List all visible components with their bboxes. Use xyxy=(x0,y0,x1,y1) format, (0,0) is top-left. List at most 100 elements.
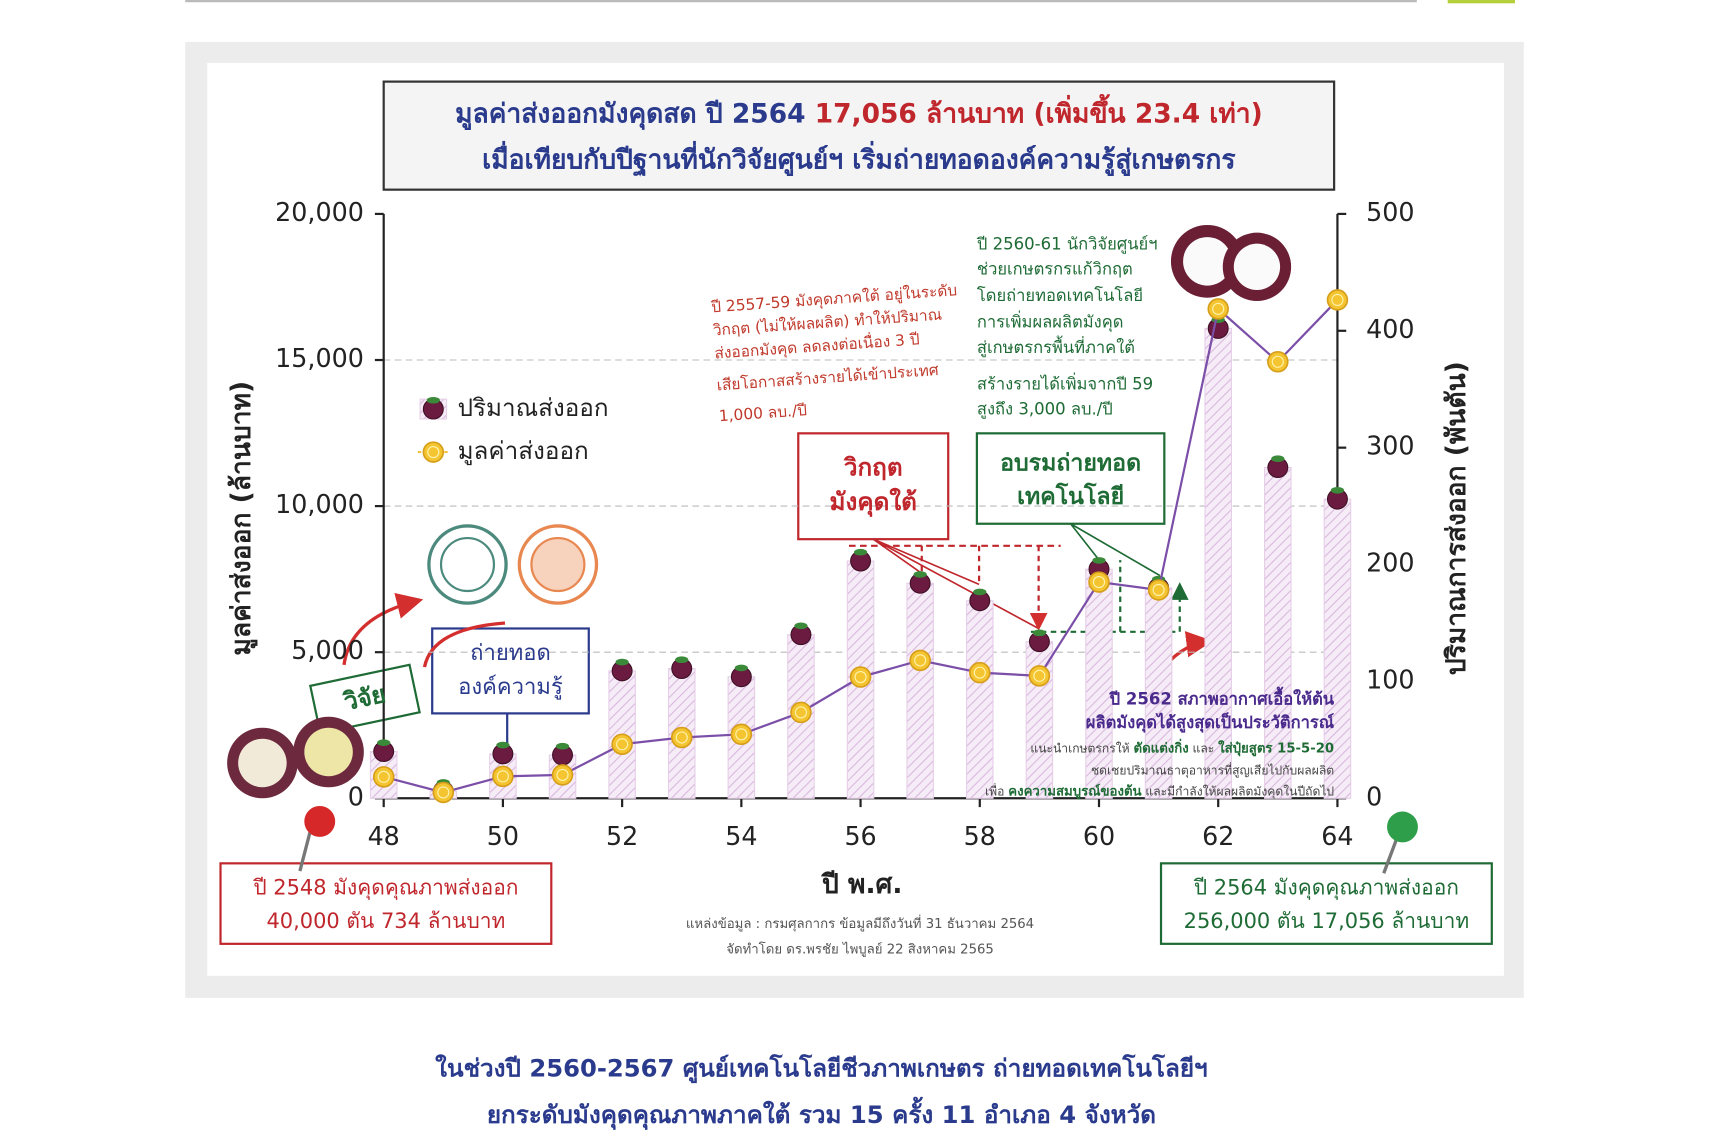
coin-marker xyxy=(551,764,574,786)
annotation-line: 40,000 ตัน 734 ล้านบาท xyxy=(266,909,505,933)
fruit-photo xyxy=(1183,237,1232,286)
fruit-marker xyxy=(730,664,752,688)
annotation-segment: ตัดแต่งกิ่ง xyxy=(1134,738,1189,757)
annotation-line: การเพิ่มผลผลิตมังคุด xyxy=(977,311,1124,333)
x-tick-label: 52 xyxy=(606,821,638,851)
coin-marker xyxy=(790,701,812,724)
coin-marker xyxy=(1147,579,1170,601)
coin-inner xyxy=(377,770,390,783)
x-tick-label: 54 xyxy=(725,821,757,851)
annotation: ปี 2564 มังคุดคุณภาพส่งออก 256,000 ตัน 17… xyxy=(1184,876,1469,933)
fruit-marker xyxy=(671,656,693,680)
coin-marker xyxy=(1326,289,1349,311)
annotation-line: สร้างรายได้เพิ่มจากปี 59 xyxy=(977,372,1153,393)
fruit-marker xyxy=(850,548,872,572)
annotation-segment: คงความสมบูรณ์ของต้น xyxy=(1008,784,1141,800)
crisis-box xyxy=(797,432,950,541)
coin-marker xyxy=(1028,665,1051,687)
coin-inner xyxy=(1092,576,1106,589)
title-part: 17,056 ล้านบาท (เพิ่มขึ้น 23.4 เท่า) xyxy=(815,93,1263,129)
coin-body xyxy=(1028,665,1051,687)
fruit-marker xyxy=(790,622,812,646)
red-arrow xyxy=(422,621,506,668)
fruit-marker xyxy=(969,588,991,612)
fruit-cap xyxy=(973,588,987,596)
annotation-line: เทคโนโลยี xyxy=(1017,482,1124,510)
annotation-line: 256,000 ตัน 17,056 ล้านบาท xyxy=(1184,909,1469,933)
coin-marker xyxy=(670,726,693,749)
annotation-segment: แนะนำเกษตรกรให้ xyxy=(1030,741,1133,755)
start-box xyxy=(219,862,553,945)
annotation: แหล่งข้อมูล : กรมศุลกากร ข้อมูลมีถึงวันท… xyxy=(686,914,1034,957)
training-box xyxy=(975,432,1166,525)
coin-marker xyxy=(432,781,455,804)
coin-body xyxy=(372,766,395,788)
fruit-cap xyxy=(794,622,808,630)
coin-inner xyxy=(496,770,509,783)
annotation-line: จัดทำโดย ดร.พรชัย ไพบูลย์ 22 สิงหาคม 256… xyxy=(726,941,994,957)
y-tick-label: 10,000 xyxy=(275,489,364,519)
annotation-line: ปี 2548 มังคุดคุณภาพส่งออก xyxy=(253,876,519,901)
seal xyxy=(439,536,496,593)
coin-body xyxy=(611,733,633,755)
fruit-cap xyxy=(1271,455,1285,463)
coin-inner xyxy=(675,731,688,744)
coin-inner xyxy=(735,728,748,741)
coin-marker xyxy=(422,441,445,463)
annotation: ปี 2560-61 นักวิจัยศูนย์ฯช่วยเกษตรกรแก้ว… xyxy=(976,234,1158,419)
x-axis-label: ปี พ.ศ. xyxy=(820,869,902,900)
coin-inner xyxy=(973,666,986,679)
transfer-box xyxy=(431,627,590,715)
annotation: ปี 2548 มังคุดคุณภาพส่งออก 40,000 ตัน 734… xyxy=(253,876,519,933)
y-tick-label: 0 xyxy=(348,781,364,811)
annotation-segment: ชดเชยปริมาณธาตุอาหารที่สูญเสียไปกับผลผลิ… xyxy=(1091,761,1334,778)
coin-inner xyxy=(1152,583,1165,597)
fruit-cap xyxy=(555,742,570,750)
coin-body xyxy=(790,701,812,724)
coin-body xyxy=(1267,351,1289,373)
fruit-cap xyxy=(377,739,391,747)
top-accent xyxy=(1447,0,1515,4)
annotation-line: ชดเชยปริมาณธาตุอาหารที่สูญเสียไปกับผลผลิ… xyxy=(1091,761,1334,778)
red-arrow xyxy=(342,592,424,666)
x-tick-label: 58 xyxy=(964,821,996,851)
coin-marker xyxy=(611,733,633,755)
annotation-segment: เพื่อ xyxy=(985,782,1008,798)
research-box xyxy=(308,663,421,735)
coin-inner xyxy=(427,446,440,459)
y-tick-label: 20,000 xyxy=(275,197,364,227)
annotation-line: ปี 2562 สภาพอากาศเอื้อให้ต้น xyxy=(1109,687,1335,709)
x-tick-label: 50 xyxy=(487,821,519,851)
coin-inner xyxy=(794,706,808,719)
pin xyxy=(304,806,336,837)
fruit-cap xyxy=(615,658,629,666)
coin-body xyxy=(1147,579,1170,601)
y2-tick-label: 500 xyxy=(1366,197,1414,227)
annotation: ปี 2562 สภาพอากาศเอื้อให้ต้นผลิตมังคุดได… xyxy=(1086,687,1335,734)
y-tick-label: 15,000 xyxy=(275,343,364,373)
fruit-marker xyxy=(422,396,444,420)
fruit-photo xyxy=(238,738,287,788)
fruit-marker xyxy=(611,658,633,682)
bar xyxy=(1204,327,1232,799)
fruit-photo xyxy=(1233,243,1281,290)
annotation-segment: และมีกำลังให้ผลผลิตมังคุดในปีถัดไป xyxy=(1142,784,1335,799)
y2-tick-label: 0 xyxy=(1366,781,1382,811)
annotation-line: โดยถ่ายทอดเทคโนโลยี xyxy=(977,286,1143,305)
chart-title: มูลค่าส่งออกมังคุดสด ปี 2564 17,056 ล้าน… xyxy=(455,93,1263,130)
annotation-line: ผลิตมังคุดได้สูงสุดเป็นประวัติการณ์ xyxy=(1086,711,1335,734)
caption: ในช่วงปี 2560-2567 ศูนย์เทคโนโลยีชีวภาพเ… xyxy=(435,1054,1207,1084)
coin-body xyxy=(422,441,445,463)
coin-inner xyxy=(854,670,867,684)
x-tick-label: 62 xyxy=(1202,821,1234,851)
annotation-line: เพื่อ คงความสมบูรณ์ของต้น และมีกำลังให้ผ… xyxy=(985,782,1334,800)
fruit-cap xyxy=(675,656,689,664)
annotation-line: ปี 2564 มังคุดคุณภาพส่งออก xyxy=(1193,876,1459,901)
legend-label: ปริมาณส่งออก xyxy=(458,393,609,422)
coin-marker xyxy=(372,766,395,788)
seal xyxy=(530,536,586,593)
coin-marker xyxy=(1207,298,1229,320)
coin-marker xyxy=(849,666,872,688)
